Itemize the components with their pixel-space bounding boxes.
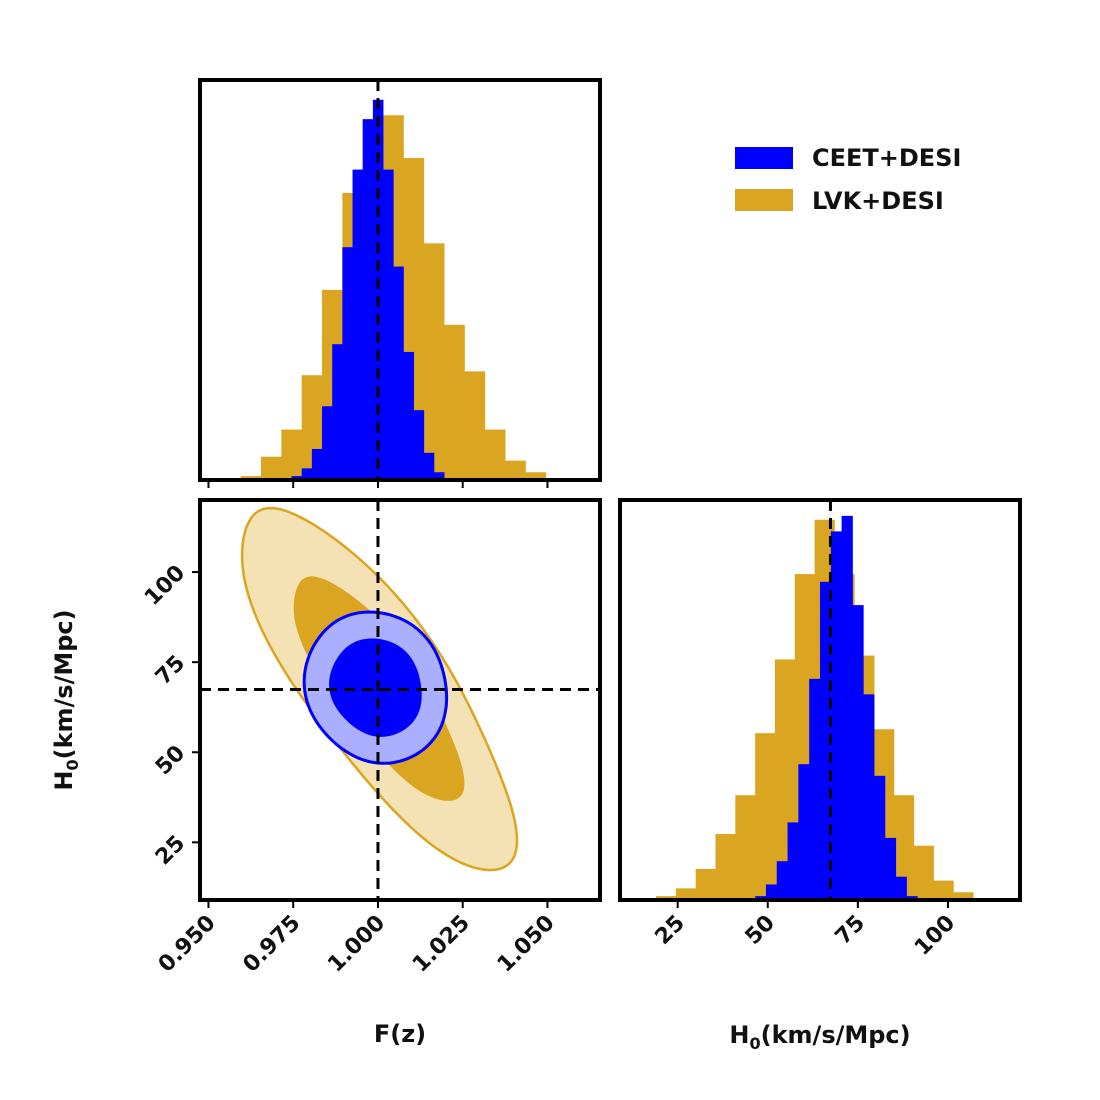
y-axis-title-h0-rest: (km/s/Mpc) <box>50 609 78 759</box>
f-hist-ceet-desi-bar <box>413 410 425 480</box>
f-hist-lvk-desi-bar <box>281 429 303 480</box>
f-hist-lvk-desi-bar <box>464 371 486 480</box>
f-hist-lvk-desi-bar <box>444 324 465 480</box>
x-axis-title-f: F(z) <box>374 1020 426 1048</box>
h0-hist-lvk-desi-bar <box>755 733 776 900</box>
contour-ceet-desi-inner <box>329 638 422 737</box>
h0-hist-ceet-desi-bar <box>841 515 853 900</box>
f-hist-lvk-desi-bar <box>261 456 282 480</box>
contour-x-tick-label: 1.050 <box>493 911 560 978</box>
panel-h0-histogram: 25 50 75 100 <box>618 498 1022 961</box>
h0-hist-x-tick-label: 100 <box>910 911 960 961</box>
f-hist-lvk-desi-bar <box>484 429 506 480</box>
f-hist-ceet-desi-bar <box>423 452 435 480</box>
contour-x-tick-label: 0.975 <box>239 911 306 978</box>
f-hist-ceet-desi-bar <box>372 99 384 480</box>
f-hist-ceet-desi-bar <box>332 344 343 480</box>
x-axis-title-h0-rest: (km/s/Mpc) <box>761 1021 911 1049</box>
f-hist-lvk-desi-bar <box>423 243 445 480</box>
h0-histogram-ceet-desi <box>744 515 918 900</box>
contour-x-tick-label: 0.950 <box>154 911 221 978</box>
y-axis-title-h0: H0(km/s/Mpc) <box>50 609 82 790</box>
h0-hist-lvk-desi-bar <box>913 845 934 900</box>
contour-y-tick-label: 50 <box>151 741 190 780</box>
h0-hist-ceet-desi-bar <box>874 775 886 900</box>
h0-hist-ceet-desi-bar <box>852 605 864 900</box>
h0-hist-ceet-desi-bar <box>765 884 778 900</box>
h0-histogram-frame <box>618 498 1022 902</box>
contour-x-tick-label: 1.000 <box>323 911 390 978</box>
legend: CEET+DESI LVK+DESI <box>735 144 961 215</box>
contour-y-tick-label: 25 <box>151 831 190 870</box>
f-hist-lvk-desi-bar <box>505 460 526 480</box>
h0-hist-ceet-desi-bar <box>895 876 907 900</box>
legend-swatch-ceet-desi <box>735 147 793 169</box>
contour-x-tick-label: 1.025 <box>408 911 475 978</box>
h0-histogram-ticks: 25 50 75 100 <box>651 900 960 961</box>
y-axis-title-h0-sub: 0 <box>63 759 82 770</box>
contour-frame <box>198 498 602 902</box>
h0-hist-ceet-desi-bar <box>830 531 843 900</box>
f-hist-ceet-desi-bar <box>311 448 323 480</box>
h0-hist-lvk-desi-bar <box>933 880 954 900</box>
legend-label-ceet-desi: CEET+DESI <box>812 144 961 172</box>
h0-hist-lvk-desi-bar <box>735 795 756 900</box>
h0-hist-ceet-desi-bar <box>809 678 821 900</box>
h0-hist-ceet-desi-bar <box>863 694 875 900</box>
contour-y-tick-label: 100 <box>140 561 190 611</box>
h0-hist-x-tick-label: 50 <box>741 911 780 950</box>
f-hist-ceet-desi-bar <box>342 247 353 480</box>
contour-y-tick-label: 75 <box>151 651 190 690</box>
h0-hist-x-tick-label: 25 <box>651 911 690 950</box>
f-hist-ceet-desi-bar <box>352 169 364 480</box>
f-hist-ceet-desi-bar <box>362 119 374 480</box>
y-axis-title-h0-main: H <box>50 771 78 791</box>
h0-hist-lvk-desi-bar <box>715 834 736 900</box>
x-axis-title-h0-sub: 0 <box>749 1034 760 1053</box>
panel-2d-contour: 0.950 0.975 1.000 1.025 1.050 25 50 75 100 <box>140 498 602 978</box>
legend-label-lvk-desi: LVK+DESI <box>812 187 944 215</box>
f-hist-ceet-desi-bar <box>433 472 445 480</box>
f-hist-ceet-desi-bar <box>383 169 394 480</box>
h0-hist-ceet-desi-bar <box>798 764 810 900</box>
panel-f-histogram <box>198 78 602 488</box>
h0-hist-ceet-desi-bar <box>787 822 799 900</box>
h0-hist-x-tick-label: 75 <box>831 911 870 950</box>
f-hist-ceet-desi-bar <box>322 406 333 480</box>
h0-hist-lvk-desi-bar <box>695 868 716 900</box>
x-axis-title-h0: H0(km/s/Mpc) <box>729 1021 910 1053</box>
f-histogram-frame <box>198 78 602 482</box>
f-hist-ceet-desi-bar <box>393 266 404 480</box>
f-hist-ceet-desi-bar <box>403 351 414 480</box>
h0-hist-ceet-desi-bar <box>884 837 897 900</box>
f-hist-lvk-desi-bar <box>525 472 547 480</box>
h0-hist-ceet-desi-bar <box>820 581 832 900</box>
h0-hist-ceet-desi-bar <box>776 861 788 900</box>
f-hist-ceet-desi-bar <box>301 468 313 480</box>
h0-hist-lvk-desi-bar <box>953 892 974 900</box>
x-axis-title-h0-main: H <box>729 1021 749 1049</box>
h0-hist-lvk-desi-bar <box>893 795 915 900</box>
h0-hist-lvk-desi-bar <box>675 888 697 900</box>
legend-swatch-lvk-desi <box>735 189 793 211</box>
